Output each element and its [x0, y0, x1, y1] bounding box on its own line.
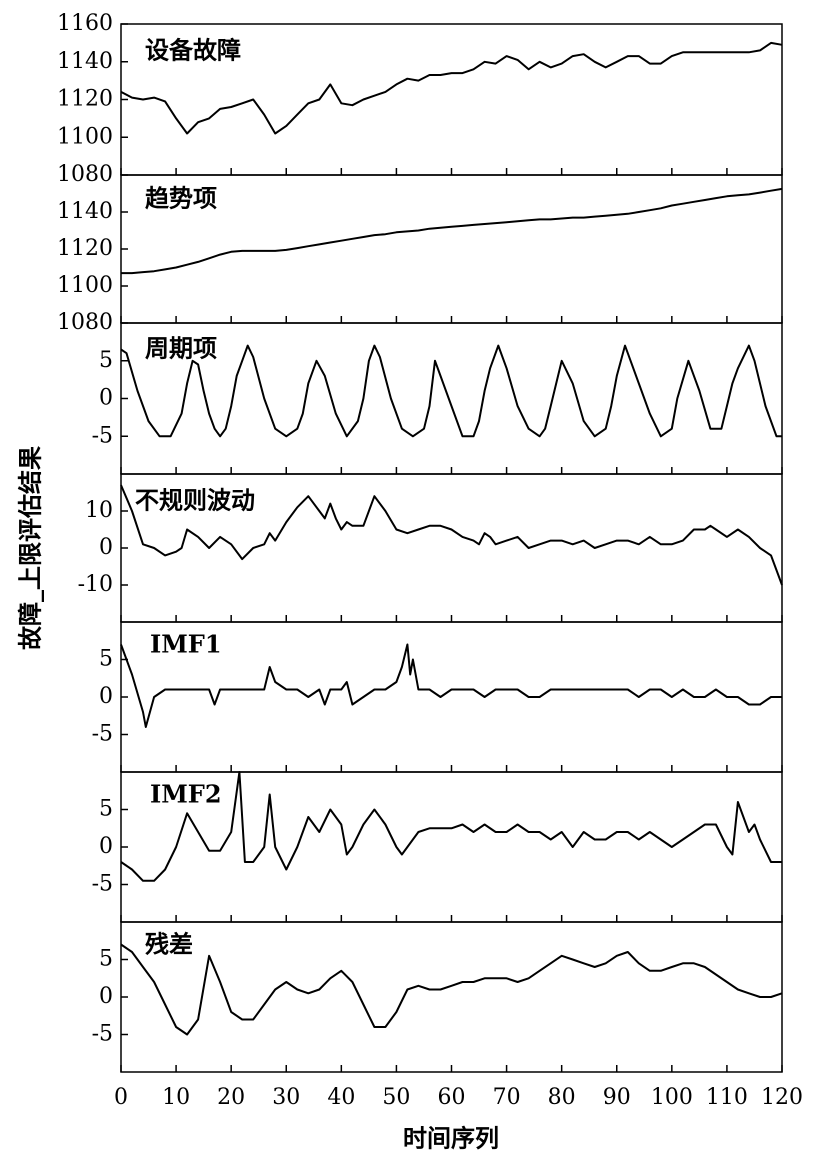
- y-tick-label: 1120: [57, 236, 113, 261]
- series-line: [120, 771, 782, 882]
- y-tick-label: -5: [92, 722, 113, 747]
- x-tick-label: 120: [761, 1085, 803, 1110]
- series-line: [120, 943, 783, 1036]
- y-tick-label: -5: [92, 423, 113, 448]
- y-tick-label: 5: [99, 797, 113, 822]
- y-tick-label: 0: [99, 834, 113, 859]
- x-tick-label: 50: [382, 1085, 410, 1110]
- series-line: [120, 484, 783, 586]
- y-tick-label: 10: [85, 498, 113, 523]
- panel-label: IMF2: [150, 780, 222, 809]
- panel-label: 趋势项: [145, 184, 217, 213]
- x-axis-label: 时间序列: [403, 1124, 499, 1153]
- y-tick-label: 1100: [57, 124, 113, 149]
- y-tick-label: 1120: [57, 87, 113, 112]
- y-tick-label: 0: [99, 984, 113, 1009]
- y-tick-label: 1080: [57, 310, 113, 335]
- y-tick-label: 1080: [57, 162, 113, 187]
- y-tick-label: 0: [99, 535, 113, 560]
- y-tick-label: 5: [99, 348, 113, 373]
- y-tick-label: 0: [99, 684, 113, 709]
- y-tick-label: -10: [78, 572, 113, 597]
- panel-label: 不规则波动: [135, 486, 255, 515]
- x-tick-label: 80: [548, 1085, 576, 1110]
- y-tick-label: 5: [99, 647, 113, 672]
- y-tick-label: 1140: [57, 49, 113, 74]
- series-line: [120, 344, 782, 438]
- y-tick-label: -5: [92, 1022, 113, 1047]
- y-tick-label: 5: [99, 947, 113, 972]
- series-line: [120, 643, 782, 728]
- panel-label: 周期项: [145, 334, 217, 363]
- y-tick-label: 0: [99, 386, 113, 411]
- y-tick-label: 1100: [57, 273, 113, 298]
- y-tick-label: -5: [92, 872, 113, 897]
- x-tick-label: 20: [217, 1085, 245, 1110]
- y-axis-label: 故障_上限评估结果: [16, 446, 45, 650]
- series-line: [121, 187, 783, 275]
- panel-label: 残差: [145, 930, 193, 959]
- x-tick-label: 0: [114, 1085, 128, 1110]
- y-tick-label: 1160: [57, 11, 113, 36]
- panel-label: 设备故障: [145, 36, 241, 65]
- x-tick-label: 30: [272, 1085, 300, 1110]
- x-tick-label: 60: [438, 1085, 466, 1110]
- x-tick-label: 10: [162, 1085, 190, 1110]
- panel-frame: [120, 322, 783, 475]
- x-tick-label: 70: [493, 1085, 521, 1110]
- panel-frame: [120, 174, 783, 324]
- panel-label: IMF1: [150, 630, 222, 659]
- series-line: [120, 41, 783, 135]
- y-tick-label: 1140: [57, 199, 113, 224]
- panel-frame: [120, 921, 783, 1073]
- x-tick-label: 110: [706, 1085, 748, 1110]
- x-tick-label: 40: [327, 1085, 355, 1110]
- x-tick-label: 100: [651, 1085, 693, 1110]
- x-tick-label: 90: [603, 1085, 631, 1110]
